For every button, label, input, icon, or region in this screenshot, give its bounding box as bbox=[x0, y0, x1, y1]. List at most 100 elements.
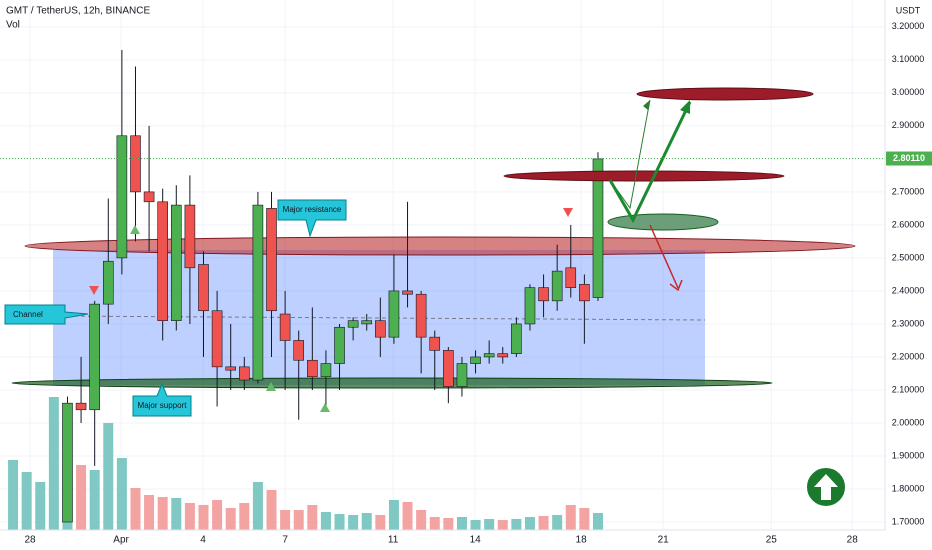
candle-body bbox=[130, 135, 141, 193]
candle-body bbox=[225, 366, 237, 371]
y-tick-label: 2.30000 bbox=[892, 318, 925, 328]
up-icon-arrow bbox=[814, 474, 838, 500]
candle-body bbox=[239, 366, 250, 381]
annotation: Major support bbox=[138, 401, 188, 410]
candle-body bbox=[497, 353, 509, 358]
volume-bar bbox=[524, 517, 535, 530]
candle-body bbox=[75, 402, 87, 411]
volume-bar bbox=[334, 514, 345, 530]
annotation: Major resistance bbox=[283, 205, 342, 214]
candle-body bbox=[361, 320, 373, 325]
volume-bar bbox=[116, 458, 127, 530]
candle-body bbox=[483, 353, 495, 358]
volume-bar bbox=[416, 510, 427, 530]
volume-bar bbox=[76, 465, 87, 530]
volume-pane bbox=[8, 397, 603, 530]
candle-body bbox=[456, 363, 468, 387]
volume-bar bbox=[48, 397, 59, 530]
volume-bar bbox=[592, 513, 603, 530]
y-tick-label: 2.70000 bbox=[892, 186, 925, 196]
candle-body bbox=[579, 284, 590, 302]
volume-bar bbox=[8, 460, 19, 530]
volume-bar bbox=[184, 503, 195, 530]
candle-body bbox=[511, 323, 522, 354]
candle-body bbox=[102, 260, 114, 305]
callout bbox=[277, 199, 347, 238]
volume-bar bbox=[35, 482, 46, 530]
candle-body bbox=[388, 290, 400, 338]
volume-bar bbox=[538, 516, 549, 530]
volume-bar bbox=[579, 508, 590, 530]
x-tick-label: 14 bbox=[470, 535, 482, 546]
candle-body bbox=[402, 290, 413, 295]
volume-bar bbox=[402, 502, 413, 530]
volume-bar bbox=[252, 482, 263, 530]
y-tick-label: 2.10000 bbox=[892, 384, 925, 394]
candle-body bbox=[211, 310, 223, 368]
y-tick-label: 2.00000 bbox=[892, 417, 925, 427]
candle-body bbox=[415, 293, 427, 338]
volume-bar bbox=[198, 505, 209, 530]
volume-bar bbox=[293, 510, 304, 530]
y-tick-label: 1.80000 bbox=[892, 483, 925, 493]
x-tick-label: 25 bbox=[766, 535, 778, 546]
target-zone bbox=[503, 170, 785, 182]
x-tick-label: 28 bbox=[847, 535, 859, 546]
volume-bar bbox=[280, 510, 291, 530]
resistance-zone bbox=[24, 236, 856, 256]
candle-body bbox=[198, 264, 209, 312]
candle-body bbox=[62, 402, 73, 523]
candle-body bbox=[143, 191, 155, 203]
candle-body bbox=[334, 326, 345, 364]
candle-body bbox=[347, 320, 359, 328]
y-tick-label: 3.20000 bbox=[892, 21, 925, 31]
annotation: Channel bbox=[13, 310, 43, 319]
channel-zone bbox=[53, 250, 705, 385]
y-tick-label: 1.90000 bbox=[892, 450, 925, 460]
volume-bar bbox=[212, 500, 223, 530]
volume-bar bbox=[103, 423, 114, 530]
volume-bar bbox=[456, 517, 467, 530]
x-tick-label: 28 bbox=[24, 535, 36, 546]
candle-body bbox=[279, 313, 291, 341]
arrowhead bbox=[643, 100, 650, 110]
y-tick-label: 2.90000 bbox=[892, 120, 925, 130]
buy-signal bbox=[266, 382, 276, 391]
volume-bar bbox=[144, 495, 155, 530]
y-tick-label: 1.70000 bbox=[892, 516, 925, 526]
volume-bar bbox=[375, 515, 386, 530]
buy-signal bbox=[130, 225, 140, 234]
volume-bar bbox=[171, 498, 182, 530]
candle-body bbox=[538, 287, 549, 302]
volume-bar bbox=[239, 503, 250, 530]
y-tick-label: 2.50000 bbox=[892, 252, 925, 262]
arrowhead bbox=[680, 100, 690, 114]
candle-body bbox=[443, 350, 454, 387]
x-tick-label: 4 bbox=[200, 535, 206, 546]
volume-bar bbox=[361, 513, 372, 530]
candle-body bbox=[320, 363, 332, 378]
target-zone bbox=[636, 87, 814, 101]
volume-bar bbox=[348, 515, 359, 530]
x-tick-label: 21 bbox=[658, 535, 670, 546]
candle-body bbox=[116, 135, 128, 259]
retest-zone bbox=[607, 213, 719, 231]
candle-body bbox=[184, 204, 196, 269]
volume-bar bbox=[266, 490, 277, 530]
chart-title: GMT / TetherUS, 12h, BINANCE bbox=[6, 6, 150, 17]
arrowhead bbox=[669, 279, 683, 292]
last-price-tag bbox=[886, 151, 932, 166]
volume-bar bbox=[388, 500, 399, 530]
volume-bar bbox=[21, 472, 32, 530]
volume-bar bbox=[320, 512, 331, 530]
arrow bbox=[649, 224, 679, 289]
candle-body bbox=[266, 208, 277, 312]
x-tick-label: 7 bbox=[282, 535, 288, 546]
callout bbox=[132, 382, 192, 417]
sell-signal bbox=[563, 208, 573, 217]
y-tick-label: 2.60000 bbox=[892, 219, 925, 229]
candle-body bbox=[157, 201, 168, 321]
x-tick-label: Apr bbox=[113, 535, 129, 546]
candle-body bbox=[470, 356, 481, 364]
candle-body bbox=[375, 320, 386, 338]
